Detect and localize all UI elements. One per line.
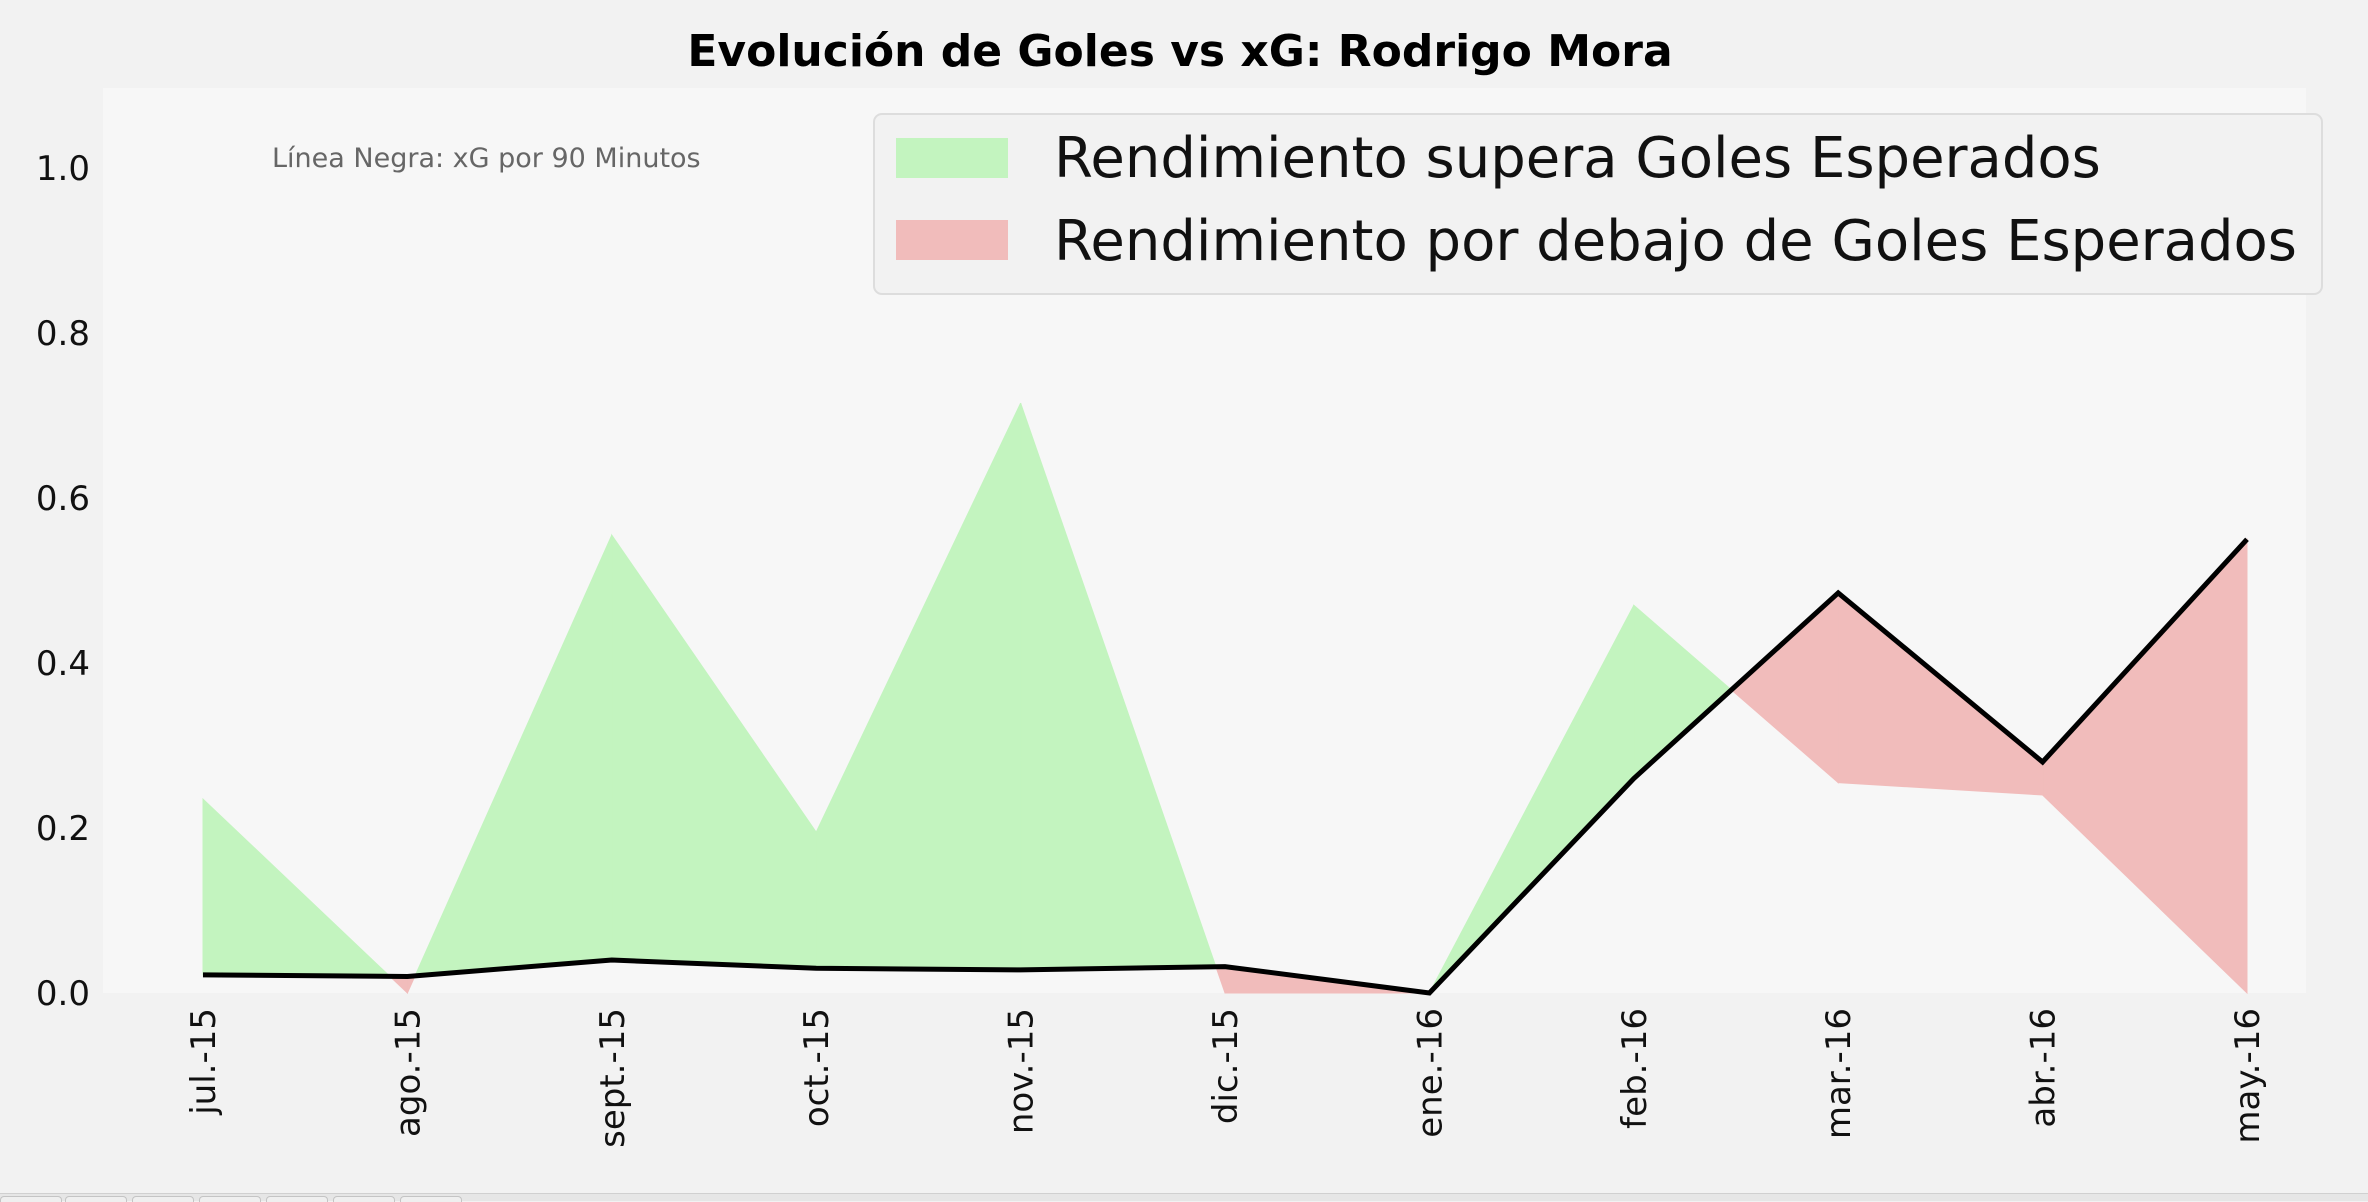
legend: Rendimiento supera Goles Esperados Rendi… bbox=[873, 113, 2323, 295]
x-tick-label: ene.-16 bbox=[1410, 1008, 1450, 1138]
y-axis: 0.0 0.2 0.4 0.6 0.8 1.0 bbox=[36, 149, 90, 1014]
toolbar-strip bbox=[0, 1193, 2368, 1202]
toolbar-back-button[interactable] bbox=[65, 1196, 127, 1202]
legend-swatch-below bbox=[896, 220, 1008, 260]
legend-label-above: Rendimiento supera Goles Esperados bbox=[1054, 126, 2101, 191]
xg-line-layer bbox=[202, 537, 2249, 996]
x-tick-label: jul.-15 bbox=[184, 1008, 224, 1116]
annotation-text: Línea Negra: xG por 90 Minutos bbox=[272, 143, 701, 174]
legend-entry-below: Rendimiento por debajo de Goles Esperado… bbox=[896, 209, 2297, 274]
x-tick-label: mar.-16 bbox=[1819, 1008, 1859, 1139]
chart-title: Evolución de Goles vs xG: Rodrigo Mora bbox=[687, 26, 1672, 77]
y-tick-label: 0.4 bbox=[36, 644, 90, 684]
y-tick-label: 1.0 bbox=[36, 149, 90, 189]
x-tick-label: abr.-16 bbox=[2024, 1008, 2064, 1128]
y-tick-label: 0.0 bbox=[36, 974, 90, 1014]
x-tick-label: feb.-16 bbox=[1615, 1008, 1655, 1129]
legend-box bbox=[873, 113, 2323, 295]
toolbar-forward-button[interactable] bbox=[132, 1196, 194, 1202]
xg-line bbox=[202, 537, 2249, 996]
x-tick-label: may.-16 bbox=[2228, 1008, 2268, 1144]
y-tick-label: 0.8 bbox=[36, 314, 90, 354]
y-tick-label: 0.6 bbox=[36, 479, 90, 519]
x-tick-label: dic.-15 bbox=[1206, 1008, 1246, 1124]
toolbar-zoom-button[interactable] bbox=[266, 1196, 328, 1202]
toolbar-save-button[interactable] bbox=[400, 1196, 462, 1202]
y-tick-label: 0.2 bbox=[36, 809, 90, 849]
toolbar-home-button[interactable] bbox=[0, 1196, 62, 1202]
x-tick-label: oct.-15 bbox=[797, 1008, 837, 1127]
legend-entry-above: Rendimiento supera Goles Esperados bbox=[896, 126, 2101, 191]
legend-label-below: Rendimiento por debajo de Goles Esperado… bbox=[1054, 209, 2297, 274]
toolbar-configure-button[interactable] bbox=[333, 1196, 395, 1202]
x-tick-label: nov.-15 bbox=[1002, 1008, 1042, 1134]
x-tick-label: sept.-15 bbox=[593, 1008, 633, 1148]
toolbar-pan-button[interactable] bbox=[199, 1196, 261, 1202]
x-tick-label: ago.-15 bbox=[388, 1008, 428, 1137]
legend-swatch-above bbox=[896, 138, 1008, 178]
x-axis: jul.-15 ago.-15 sept.-15 oct.-15 nov.-15 dic.… bbox=[184, 1008, 2268, 1148]
